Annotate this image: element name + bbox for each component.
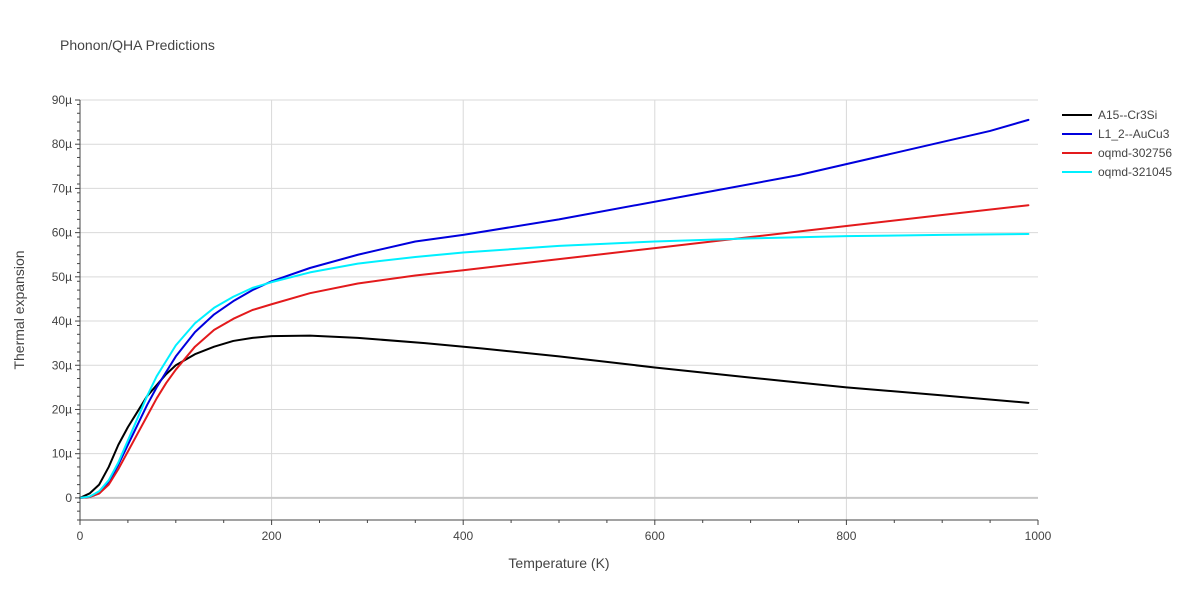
y-tick-label: 60µ — [52, 226, 72, 240]
legend-label: A15--Cr3Si — [1098, 108, 1157, 122]
y-axis-title: Thermal expansion — [11, 250, 27, 369]
y-tick-label: 80µ — [52, 137, 72, 151]
x-tick-label: 800 — [836, 529, 856, 543]
series-line-oqmd-302756 — [79, 204, 1030, 499]
legend-label: oqmd-302756 — [1098, 146, 1172, 160]
legend-item[interactable]: oqmd-302756 — [1062, 146, 1172, 160]
y-tick-label: 50µ — [52, 270, 72, 284]
chart-title: Phonon/QHA Predictions — [60, 37, 215, 53]
legend-item[interactable]: A15--Cr3Si — [1062, 108, 1157, 122]
y-tick-label: 0 — [65, 491, 72, 505]
legend-label: L1_2--AuCu3 — [1098, 127, 1170, 141]
x-tick-label: 400 — [453, 529, 473, 543]
y-tick-label: 10µ — [52, 447, 72, 461]
y-tick-label: 40µ — [52, 314, 72, 328]
y-tick-label: 20µ — [52, 402, 72, 416]
x-tick-label: 0 — [77, 529, 84, 543]
series-line-a15-cr3si — [79, 334, 1030, 499]
legend-item[interactable]: L1_2--AuCu3 — [1062, 127, 1170, 141]
legend-item[interactable]: oqmd-321045 — [1062, 165, 1172, 179]
x-tick-label: 600 — [645, 529, 665, 543]
series-layer — [79, 118, 1030, 499]
legend-label: oqmd-321045 — [1098, 165, 1172, 179]
series-line-oqmd-321045 — [79, 232, 1030, 499]
series-line-l1-2-aucu3 — [79, 118, 1030, 499]
x-tick-label: 200 — [262, 529, 282, 543]
legend[interactable]: A15--Cr3Si L1_2--AuCu3 oqmd-302756 oqmd-321… — [1062, 108, 1172, 179]
y-tick-label: 70µ — [52, 181, 72, 195]
axes-layer: 0 200 400 600 800 1000 0 10µ 20µ 30µ 40µ 50µ 60µ 70µ 8… — [52, 93, 1052, 543]
y-tick-label: 90µ — [52, 93, 72, 107]
y-tick-label: 30µ — [52, 358, 72, 372]
grid-layer — [80, 99, 1038, 520]
x-axis-title: Temperature (K) — [508, 555, 609, 571]
x-tick-label: 1000 — [1025, 529, 1052, 543]
